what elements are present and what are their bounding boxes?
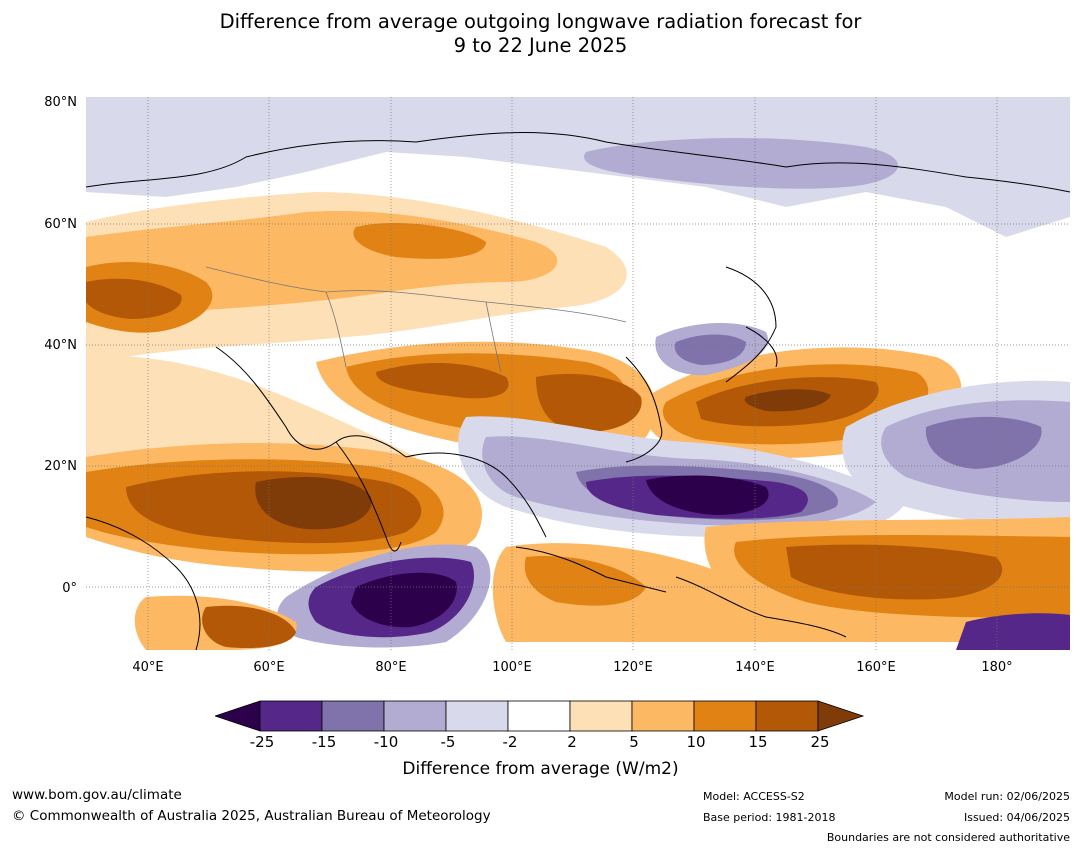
colorbar-tick-3: -10 (373, 733, 399, 751)
issued-date: Issued: 04/06/2025 (963, 811, 1070, 824)
pacific-darkest-orange (744, 389, 831, 412)
colorbar-extend-low (213, 700, 261, 732)
gridlines (86, 97, 1070, 650)
colorbar-segment (321, 700, 385, 732)
lat-label-80n: 80°N (44, 95, 77, 110)
lon-label-60e: 60°E (253, 660, 285, 675)
europe-darkest-orange (86, 278, 182, 319)
lon-label-160e: 160°E (856, 660, 896, 675)
colorbar-tick-4: -5 (440, 733, 456, 751)
colorbar-tick-5: -2 (502, 733, 518, 751)
map-canvas (85, 97, 1071, 651)
lon-label-140e: 140°E (735, 660, 775, 675)
anomaly-fields (86, 97, 1070, 650)
colorbar-tick-7: 5 (629, 733, 639, 751)
colorbar-extend-high (817, 700, 865, 732)
lon-label-100e: 100°E (492, 660, 532, 675)
russia-dark-orange (353, 222, 486, 259)
colorbar-segment (693, 700, 757, 732)
lat-label-20n: 20°N (44, 459, 77, 474)
colorbar-tick-1: -25 (249, 733, 275, 751)
lat-label-40n: 40°N (44, 338, 77, 353)
wp-darkest-purple (646, 475, 769, 515)
colorbar-tick-6: 2 (567, 733, 577, 751)
title-line-1: Difference from average outgoing longwav… (219, 10, 862, 33)
china-dark-orange (376, 362, 509, 399)
sp-dark-orange (786, 544, 1003, 600)
china-east-dark-orange (536, 373, 642, 432)
boundaries-disclaimer: Boundaries are not considered authoritat… (826, 831, 1070, 844)
base-period: Base period: 1981-2018 (703, 811, 836, 824)
colorbar-segment (755, 700, 819, 732)
colorbar-tick-9: 15 (748, 733, 768, 751)
lon-label-80e: 80°E (375, 660, 407, 675)
colorbar (213, 700, 865, 732)
copyright-text: © Commonwealth of Australia 2025, Austra… (12, 808, 491, 824)
lon-label-120e: 120°E (613, 660, 653, 675)
lon-label-40e: 40°E (132, 660, 164, 675)
model-run-date: Model run: 02/06/2025 (944, 790, 1070, 803)
colorbar-tick-10: 25 (810, 733, 830, 751)
anomaly-map (85, 97, 1071, 651)
epacific-dark-purple (925, 416, 1042, 469)
swio-dark-orange (202, 605, 296, 649)
lat-label-60n: 60°N (44, 217, 77, 232)
title-line-2: 9 to 22 June 2025 (453, 34, 628, 57)
arctic-light-purple (86, 97, 1070, 237)
mc-mid-orange (524, 556, 646, 606)
colorbar-segment (631, 700, 695, 732)
colorbar-segment (259, 700, 323, 732)
lon-label-180: 180° (981, 660, 1013, 675)
colorbar-svg (213, 700, 865, 732)
colorbar-segment (383, 700, 447, 732)
colorbar-segment (445, 700, 509, 732)
model-name: Model: ACCESS-S2 (703, 790, 805, 803)
colorbar-tick-2: -15 (311, 733, 337, 751)
colorbar-label: Difference from average (W/m2) (402, 759, 679, 779)
website-link[interactable]: www.bom.gov.au/climate (12, 787, 182, 803)
coastlines (85, 132, 1071, 651)
map-title: Difference from average outgoing longwav… (0, 10, 1081, 58)
se-purple (956, 613, 1070, 650)
india-darkest-orange (255, 477, 372, 530)
lat-label-0: 0° (62, 581, 77, 596)
boundaries (205, 266, 627, 373)
io-darkest-purple (351, 572, 457, 628)
japan-mid-purple (674, 334, 746, 365)
colorbar-segment (507, 700, 571, 732)
colorbar-segment (569, 700, 633, 732)
colorbar-tick-8: 10 (686, 733, 706, 751)
